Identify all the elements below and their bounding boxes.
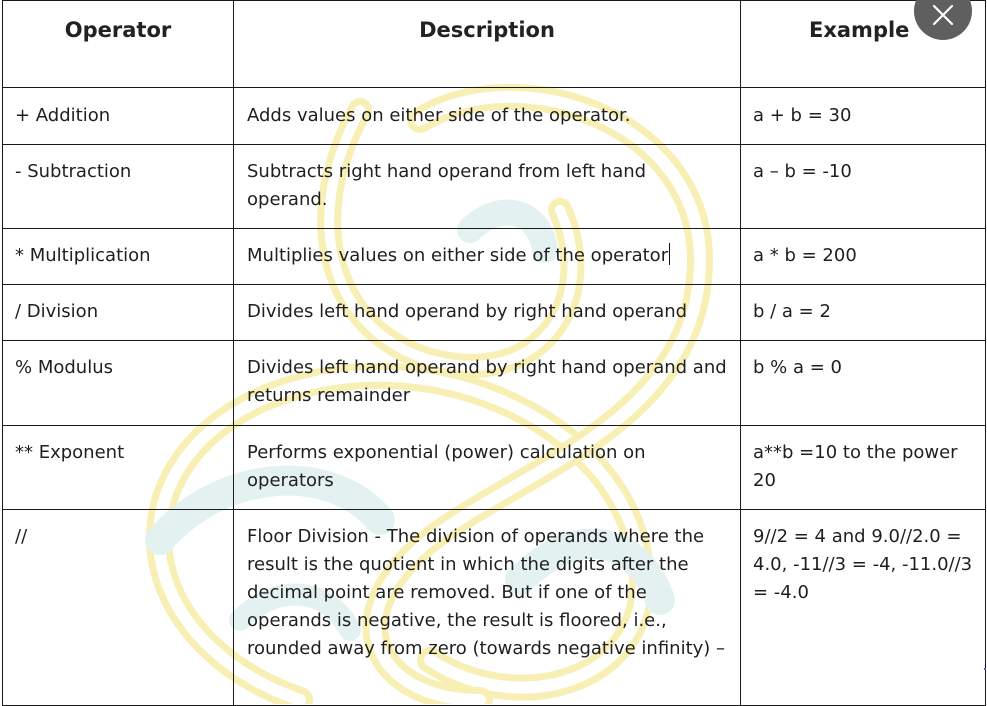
- description-text: Multiplies values on either side of the …: [247, 245, 669, 266]
- table-row: % Modulus Divides left hand operand by r…: [2, 340, 986, 426]
- example-text: a * b = 200: [753, 245, 857, 266]
- operator-text: / Division: [15, 301, 99, 322]
- operator-cell: * Multiplication: [2, 228, 234, 285]
- operator-text: * Multiplication: [15, 245, 151, 266]
- operator-text: //: [15, 526, 28, 547]
- description-text: Divides left hand operand by right hand …: [247, 301, 688, 322]
- table-row: - Subtraction Subtracts right hand opera…: [2, 144, 986, 229]
- table-row: * Multiplication Multiplies values on ei…: [2, 228, 986, 285]
- table-header-row: Operator Description Example: [2, 0, 986, 88]
- description-text: Floor Division - The division of operand…: [247, 526, 726, 659]
- description-cell: Performs exponential (power) calculation…: [233, 425, 741, 510]
- table-row: ** Exponent Performs exponential (power)…: [2, 425, 986, 510]
- operator-cell: / Division: [2, 284, 234, 341]
- description-cell: Subtracts right hand operand from left h…: [233, 144, 741, 229]
- operator-cell: % Modulus: [2, 340, 234, 426]
- operator-text: - Subtraction: [15, 161, 132, 182]
- example-text: 9//2 = 4 and 9.0//2.0 = 4.0, -11//3 = -4…: [753, 526, 973, 603]
- description-text: Subtracts right hand operand from left h…: [247, 161, 647, 210]
- description-text: Divides left hand operand by right hand …: [247, 357, 727, 406]
- operator-text: % Modulus: [15, 357, 113, 378]
- operator-cell: ** Exponent: [2, 425, 234, 510]
- description-cell: Adds values on either side of the operat…: [233, 87, 741, 145]
- operator-cell: //: [2, 509, 234, 706]
- close-icon: [932, 4, 954, 26]
- table-row: / Division Divides left hand operand by …: [2, 284, 986, 341]
- operator-text: ** Exponent: [15, 442, 125, 463]
- description-cell: Divides left hand operand by right hand …: [233, 284, 741, 341]
- example-cell: 9//2 = 4 and 9.0//2.0 = 4.0, -11//3 = -4…: [740, 509, 986, 706]
- table-row: // Floor Division - The division of oper…: [2, 509, 986, 706]
- example-text: a – b = -10: [753, 161, 852, 182]
- example-cell: a – b = -10: [740, 144, 986, 229]
- example-text: a**b =10 to the power 20: [753, 442, 958, 491]
- text-cursor: [669, 243, 671, 265]
- example-cell: a * b = 200: [740, 228, 986, 285]
- example-cell: a + b = 30: [740, 87, 986, 145]
- example-cell: b % a = 0: [740, 340, 986, 426]
- header-operator: Operator: [2, 0, 234, 88]
- description-text: Performs exponential (power) calculation…: [247, 442, 646, 491]
- example-text: a + b = 30: [753, 105, 852, 126]
- description-cell: Divides left hand operand by right hand …: [233, 340, 741, 426]
- description-cell[interactable]: Multiplies values on either side of the …: [233, 228, 741, 285]
- description-cell: Floor Division - The division of operand…: [233, 509, 741, 706]
- operator-cell: - Subtraction: [2, 144, 234, 229]
- operator-cell: + Addition: [2, 87, 234, 145]
- header-description: Description: [233, 0, 741, 88]
- example-text: b / a = 2: [753, 301, 831, 322]
- description-text: Adds values on either side of the operat…: [247, 105, 631, 126]
- example-cell: b / a = 2: [740, 284, 986, 341]
- table-row: + Addition Adds values on either side of…: [2, 87, 986, 145]
- example-text: b % a = 0: [753, 357, 842, 378]
- stray-pixel: [984, 668, 986, 670]
- operator-text: + Addition: [15, 105, 111, 126]
- example-cell: a**b =10 to the power 20: [740, 425, 986, 510]
